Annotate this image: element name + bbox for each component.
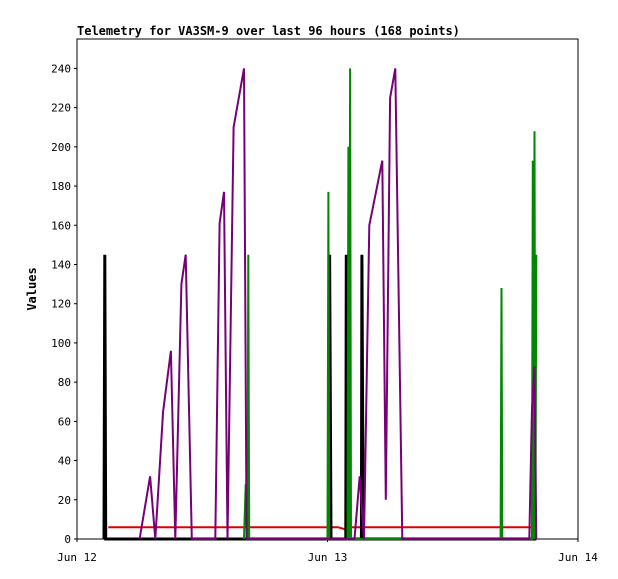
- y-axis-ticks: 0 20 40 60 80 100 120 140 160 180 200 220 240: [51, 62, 77, 546]
- series-line-4: [138, 68, 538, 540]
- y-tick-label: 140: [51, 258, 71, 271]
- x-tick-label: Jun 13: [308, 551, 348, 564]
- series-line-3: [243, 68, 538, 540]
- y-tick-label: 220: [51, 102, 71, 115]
- y-tick-label: 0: [64, 533, 71, 546]
- series-group: [102, 68, 538, 541]
- x-tick-label: Jun 14: [558, 551, 598, 564]
- series-line-2: [102, 254, 537, 541]
- y-tick-label: 180: [51, 180, 71, 193]
- y-tick-label: 240: [51, 62, 71, 75]
- y-tick-label: 160: [51, 219, 71, 232]
- y-tick-label: 40: [58, 455, 71, 468]
- y-tick-label: 80: [58, 376, 71, 389]
- y-tick-label: 60: [58, 415, 71, 428]
- y-tick-label: 200: [51, 141, 71, 154]
- x-tick-label: Jun 12: [57, 551, 97, 564]
- y-tick-label: 20: [58, 494, 71, 507]
- y-tick-label: 100: [51, 337, 71, 350]
- y-tick-label: 120: [51, 298, 71, 311]
- x-axis-ticks: Jun 12 Jun 13 Jun 14: [57, 539, 598, 564]
- y-axis-label: Values: [25, 267, 39, 310]
- chart-title: Telemetry for VA3SM-9 over last 96 hours…: [77, 24, 460, 38]
